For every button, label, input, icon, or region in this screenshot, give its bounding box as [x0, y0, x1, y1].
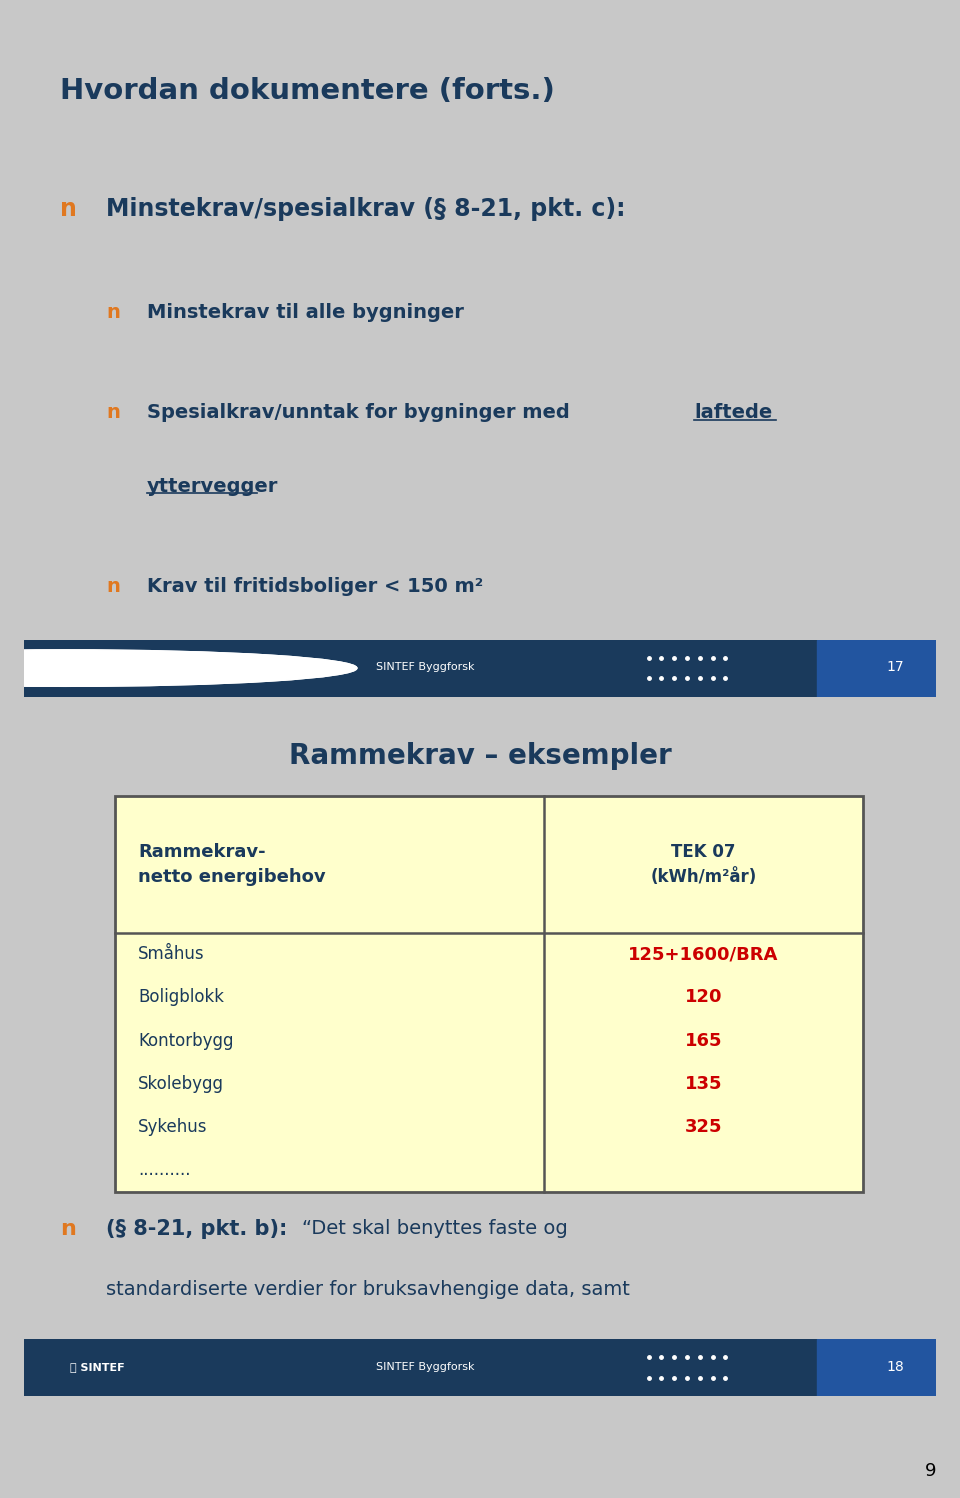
Text: Minstekrav/spesialkrav (§ 8-21, pkt. c):: Minstekrav/spesialkrav (§ 8-21, pkt. c):: [106, 196, 626, 220]
Text: 125+1600/BRA: 125+1600/BRA: [628, 945, 779, 963]
Text: laftede: laftede: [694, 403, 773, 422]
Text: SINTEF Byggforsk: SINTEF Byggforsk: [376, 1362, 474, 1372]
Text: n: n: [106, 577, 120, 596]
Text: “Det skal benyttes faste og: “Det skal benyttes faste og: [302, 1219, 568, 1237]
Bar: [115, 797, 863, 1192]
Text: Rammekrav – eksempler: Rammekrav – eksempler: [289, 742, 671, 770]
Text: Spesialkrav/unntak for bygninger med: Spesialkrav/unntak for bygninger med: [147, 403, 577, 422]
Text: 325: 325: [684, 1118, 722, 1135]
Bar: [817, 1339, 936, 1396]
Circle shape: [0, 650, 357, 686]
Bar: [24, 1339, 817, 1396]
Text: n: n: [106, 403, 120, 422]
Bar: [817, 640, 936, 697]
Text: gjennomsnittlige klimadata for hele landet.”: gjennomsnittlige klimadata for hele land…: [106, 1342, 539, 1360]
Text: Krav til fritidsboliger < 150 m²: Krav til fritidsboliger < 150 m²: [147, 577, 484, 596]
Text: Rammekrav-
netto energibehov: Rammekrav- netto energibehov: [138, 843, 325, 885]
Text: Småhus: Småhus: [138, 945, 204, 963]
Text: Skolebygg: Skolebygg: [138, 1074, 224, 1092]
Text: n: n: [60, 196, 78, 220]
Text: 120: 120: [684, 989, 722, 1007]
Text: 9: 9: [924, 1462, 936, 1480]
Text: yttervegger: yttervegger: [147, 476, 278, 496]
Text: 135: 135: [684, 1074, 722, 1092]
Text: Hvordan dokumentere (forts.): Hvordan dokumentere (forts.): [60, 76, 555, 105]
Text: n: n: [60, 1219, 77, 1239]
Text: Ⓢ SINTEF: Ⓢ SINTEF: [69, 1362, 124, 1372]
Text: Sykehus: Sykehus: [138, 1118, 207, 1135]
Text: 18: 18: [886, 1360, 904, 1374]
Text: 165: 165: [684, 1032, 722, 1050]
Text: standardiserte verdier for bruksavhengige data, samt: standardiserte verdier for bruksavhengig…: [106, 1281, 630, 1299]
Text: Minstekrav til alle bygninger: Minstekrav til alle bygninger: [147, 303, 464, 322]
Text: 17: 17: [886, 661, 904, 674]
Text: TEK 07
(kWh/m²år): TEK 07 (kWh/m²år): [650, 843, 756, 885]
Bar: [115, 797, 863, 1192]
Text: Ⓢ SINTEF: Ⓢ SINTEF: [69, 662, 124, 673]
Text: Boligblokk: Boligblokk: [138, 989, 224, 1007]
Text: ..........: ..........: [138, 1161, 190, 1179]
Circle shape: [0, 650, 357, 686]
Text: (§ 8-21, pkt. b):: (§ 8-21, pkt. b):: [106, 1219, 287, 1239]
Bar: [24, 640, 817, 697]
Text: n: n: [106, 303, 120, 322]
Text: Kontorbygg: Kontorbygg: [138, 1032, 233, 1050]
Text: SINTEF Byggforsk: SINTEF Byggforsk: [376, 662, 474, 673]
